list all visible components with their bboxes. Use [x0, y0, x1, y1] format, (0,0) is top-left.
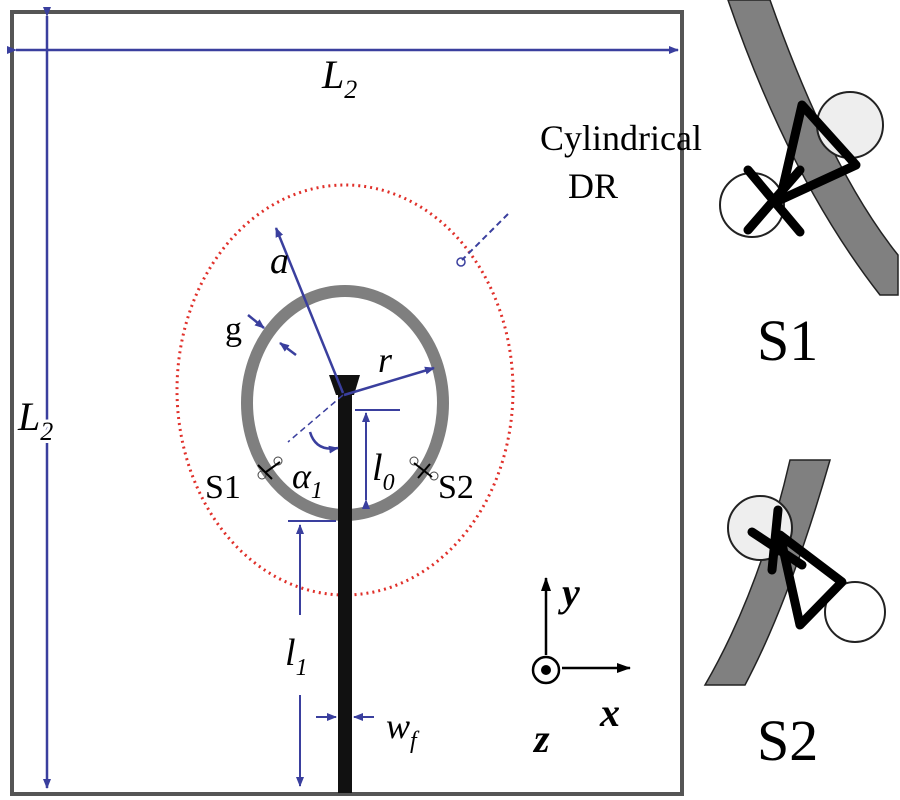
label-wf: wf	[386, 706, 420, 754]
label-axis-x: x	[599, 690, 620, 735]
label-s1: S1	[205, 469, 241, 506]
inset-s2-detail	[703, 459, 886, 686]
label-L2-left: L2	[17, 394, 53, 446]
inset-label-s1: S1	[757, 308, 818, 373]
dim-g-outer	[247, 314, 265, 329]
label-L2-top: L2	[321, 52, 357, 104]
switch-s2	[409, 456, 439, 481]
label-g: g	[225, 311, 242, 348]
dim-a	[274, 227, 345, 394]
dim-r	[343, 366, 435, 397]
switch-s1	[257, 456, 283, 480]
label-cylindrical: Cylindrical	[540, 118, 702, 158]
label-l1: l1	[285, 632, 308, 681]
dr-pointer-dot	[456, 257, 466, 267]
label-a: a	[270, 240, 289, 282]
inset-label-s2: S2	[757, 708, 818, 773]
label-s2: S2	[438, 469, 474, 506]
alpha-reference-line	[287, 394, 344, 443]
label-l0: l0	[372, 447, 395, 496]
label-dr: DR	[568, 166, 618, 206]
feed-line	[338, 385, 352, 793]
axis-z-dot	[541, 665, 551, 675]
alpha-arc	[308, 431, 339, 454]
label-axis-y: y	[558, 570, 580, 615]
label-alpha1: α1	[292, 456, 323, 504]
dielectric-resonator-outline	[175, 183, 515, 597]
inset-s1-detail	[719, 0, 899, 296]
dr-pointer-line	[461, 213, 509, 261]
label-r: r	[378, 340, 393, 380]
label-axis-z: z	[532, 716, 550, 761]
dim-g-inner	[279, 342, 297, 356]
